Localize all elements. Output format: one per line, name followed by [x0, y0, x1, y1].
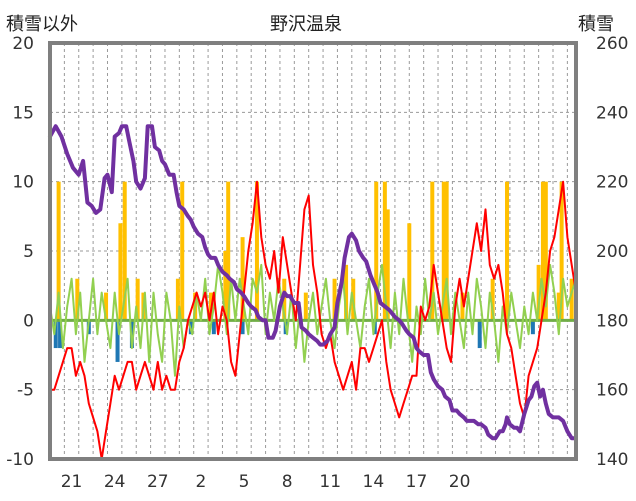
series-temp-mean [49, 263, 577, 377]
y-axis-right-label: 積雪 [578, 14, 614, 35]
snowfall-bar [407, 223, 412, 321]
y-axis-left-label: 積雪以外 [6, 14, 78, 35]
y-right-tick-label: 140 [596, 450, 628, 470]
x-tick-label: 27 [147, 472, 169, 492]
snowfall-bar [460, 292, 465, 321]
snowfall-bar [444, 181, 449, 321]
snowfall-bar [344, 264, 349, 321]
series-lines [48, 124, 578, 460]
rain-bar [240, 320, 245, 335]
snowfall-bar [374, 181, 379, 321]
snowfall-bar [332, 278, 337, 321]
snowfall-bar [282, 278, 287, 321]
snowfall-bar [441, 181, 446, 321]
snowfall-bar [536, 264, 541, 321]
snowfall-bar [175, 278, 180, 321]
rain-bar [530, 320, 535, 335]
snowfall-bar [430, 181, 435, 321]
rain-bar [477, 320, 482, 349]
plot-frame [48, 41, 578, 461]
x-tick-label: 8 [282, 472, 293, 492]
y-left-tick-label: 0 [23, 311, 34, 331]
x-tick-label: 24 [104, 472, 126, 492]
y-left-tick-label: 5 [23, 242, 34, 262]
snowfall-bar [135, 278, 140, 321]
snowfall-bar [382, 181, 387, 321]
y-left-tick-label: -10 [6, 450, 34, 470]
y-right-tick-label: 160 [596, 381, 628, 401]
snowfall-bar [490, 278, 495, 321]
snowfall-bar [540, 181, 545, 321]
snowfall-bar [559, 181, 564, 321]
y-right-tick-label: 180 [596, 311, 628, 331]
y-right-tick-label: 200 [596, 242, 628, 262]
y-left-tick-label: 15 [12, 103, 34, 123]
snowfall-bar [303, 292, 308, 321]
snowfall-bar [226, 181, 231, 321]
x-tick-label: 21 [61, 472, 83, 492]
snowfall-bar [254, 181, 259, 321]
rain-bar [53, 320, 58, 349]
snowfall-bar [118, 223, 123, 321]
snowfall-bar [180, 181, 185, 321]
y-left-tick-label: -5 [17, 381, 34, 401]
rain-bar [115, 320, 120, 362]
rain-bar [211, 320, 216, 335]
x-tick-label: 20 [449, 472, 471, 492]
x-tick-label: 14 [363, 472, 385, 492]
y-right-tick-label: 260 [596, 34, 628, 54]
series-temp-max [49, 180, 577, 460]
snowfall-bar [56, 181, 61, 321]
y-right-tick-label: 240 [596, 103, 628, 123]
snowfall-bar [223, 251, 228, 321]
snowfall-bar [505, 181, 510, 321]
series-snow-depth [48, 124, 578, 441]
x-tick-label: 17 [406, 472, 428, 492]
x-tick-label: 5 [239, 472, 250, 492]
snowfall-bar [122, 181, 127, 321]
x-tick-label: 11 [319, 472, 341, 492]
snowfall-bar [75, 278, 80, 321]
y-left-tick-label: 20 [12, 34, 34, 54]
snowfall-bar [556, 292, 561, 321]
chart-title: 野沢温泉 [270, 14, 342, 35]
snowfall-bar [543, 181, 548, 321]
rain-bar [58, 320, 63, 349]
x-tick-label: 2 [195, 472, 206, 492]
y-right-tick-label: 220 [596, 173, 628, 193]
snowfall-bar [569, 278, 574, 321]
y-left-tick-label: 10 [12, 173, 34, 193]
snowfall-bar [385, 209, 390, 321]
snowfall-bar [104, 292, 109, 321]
snowfall-bar [240, 237, 245, 321]
